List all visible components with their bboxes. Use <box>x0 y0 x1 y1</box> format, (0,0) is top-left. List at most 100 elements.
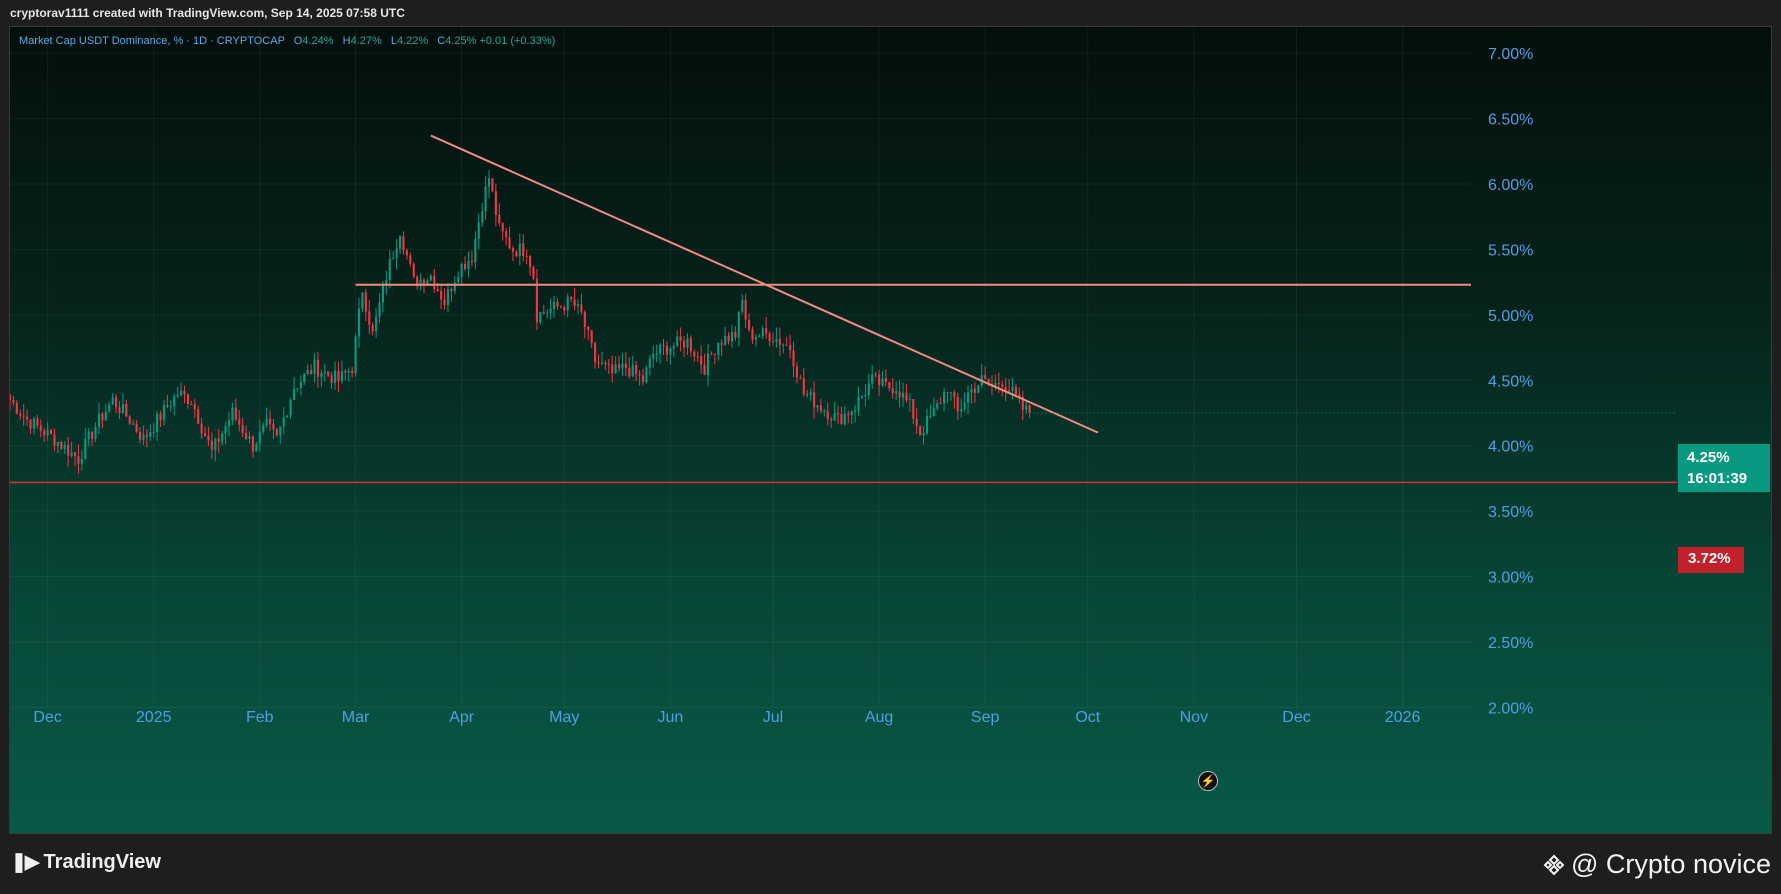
candle <box>573 288 576 311</box>
candle <box>255 441 258 452</box>
candle-body <box>173 396 176 407</box>
change-value: +0.01 (+0.33%) <box>479 35 556 47</box>
candle <box>977 384 980 394</box>
candle <box>364 288 367 322</box>
candle-body <box>854 410 857 412</box>
candle <box>946 391 949 404</box>
candle-body <box>703 364 706 375</box>
candle-body <box>1025 405 1028 410</box>
chart-pane[interactable]: 7.00% 6.50% 6.00% 5.50% 5.00% 4.50% 4.00% 3.50%… <box>9 26 1772 834</box>
candle <box>734 326 737 341</box>
candle-body <box>10 394 12 401</box>
candle-body <box>385 279 388 285</box>
candle-body <box>778 339 781 345</box>
candle <box>710 351 713 356</box>
candle <box>159 410 162 428</box>
candle-body <box>689 338 692 352</box>
candle-body <box>730 332 734 342</box>
candle-body <box>594 343 597 362</box>
candle <box>162 399 166 426</box>
candle-body <box>789 345 792 351</box>
flash-icon[interactable]: ⚡ <box>1198 771 1218 791</box>
candle-body <box>1011 386 1014 391</box>
binance-icon <box>1543 854 1565 875</box>
candle-body <box>884 378 887 383</box>
candle-body <box>511 248 515 252</box>
candle <box>70 441 73 458</box>
candle <box>429 273 432 282</box>
candle <box>138 427 142 444</box>
x-tick-label: Jul <box>763 709 783 726</box>
candle <box>867 373 870 400</box>
candle-body <box>128 416 131 424</box>
candle-body <box>183 390 186 395</box>
candle <box>857 387 860 416</box>
candle-body <box>686 338 689 348</box>
candle-body <box>840 414 843 425</box>
candle-body <box>1004 386 1007 391</box>
candle <box>515 250 518 258</box>
candle <box>884 369 887 387</box>
candle-body <box>932 408 935 417</box>
candle <box>152 423 155 438</box>
candle <box>245 425 248 440</box>
candle <box>412 261 415 279</box>
candle <box>313 353 316 383</box>
candle-body <box>641 375 645 382</box>
candle-body <box>1001 384 1004 387</box>
candle <box>39 419 42 438</box>
candle-body <box>265 418 268 426</box>
candle <box>470 250 473 267</box>
candle-body <box>864 394 867 397</box>
candle <box>795 362 799 384</box>
candle <box>67 436 70 468</box>
candle <box>840 406 843 425</box>
tradingview-logo[interactable]: ❚▶ TradingView <box>11 851 161 874</box>
chart-svg[interactable]: 7.00% 6.50% 6.00% 5.50% 5.00% 4.50% 4.00% 3.50%… <box>10 27 1772 834</box>
candle <box>378 292 381 324</box>
candle-body <box>22 415 25 417</box>
symbol-title[interactable]: Market Cap USDT Dominance, % · 1D · CRYP… <box>19 35 285 47</box>
candle-body <box>313 360 316 375</box>
candle-body <box>474 238 477 263</box>
candle <box>258 420 261 452</box>
candle-body <box>795 366 799 378</box>
candle <box>330 371 333 389</box>
candle-body <box>792 350 795 367</box>
candle-body <box>279 426 282 436</box>
candle-body <box>409 255 412 264</box>
candle-body <box>494 191 497 215</box>
candle-body <box>467 260 470 270</box>
candle-body <box>200 423 203 434</box>
candle-body <box>91 431 94 439</box>
candle-body <box>501 223 504 232</box>
candle-body <box>135 423 138 432</box>
candle-body <box>207 436 210 441</box>
close-value: 4.25% <box>445 35 477 47</box>
candle <box>145 428 148 448</box>
candle-body <box>347 370 350 373</box>
candle-body <box>1018 394 1021 398</box>
candle-body <box>388 258 391 280</box>
candle <box>32 416 36 435</box>
candle <box>443 288 446 310</box>
candle <box>310 364 313 375</box>
candle-body <box>888 382 891 389</box>
candle <box>392 250 395 260</box>
candle-body <box>1028 405 1031 413</box>
candle <box>1011 377 1014 400</box>
candle <box>186 393 189 409</box>
candle <box>197 405 200 425</box>
candle <box>980 364 983 389</box>
candle-body <box>330 375 333 383</box>
candle-body <box>231 407 234 421</box>
candle <box>956 392 959 420</box>
candle-body <box>368 311 371 325</box>
candle-body <box>597 361 600 364</box>
candle-body <box>700 356 703 365</box>
candle <box>265 407 268 429</box>
candle <box>850 410 853 424</box>
candle-body <box>46 429 49 436</box>
x-tick-label: May <box>549 709 579 726</box>
candle <box>549 298 552 320</box>
